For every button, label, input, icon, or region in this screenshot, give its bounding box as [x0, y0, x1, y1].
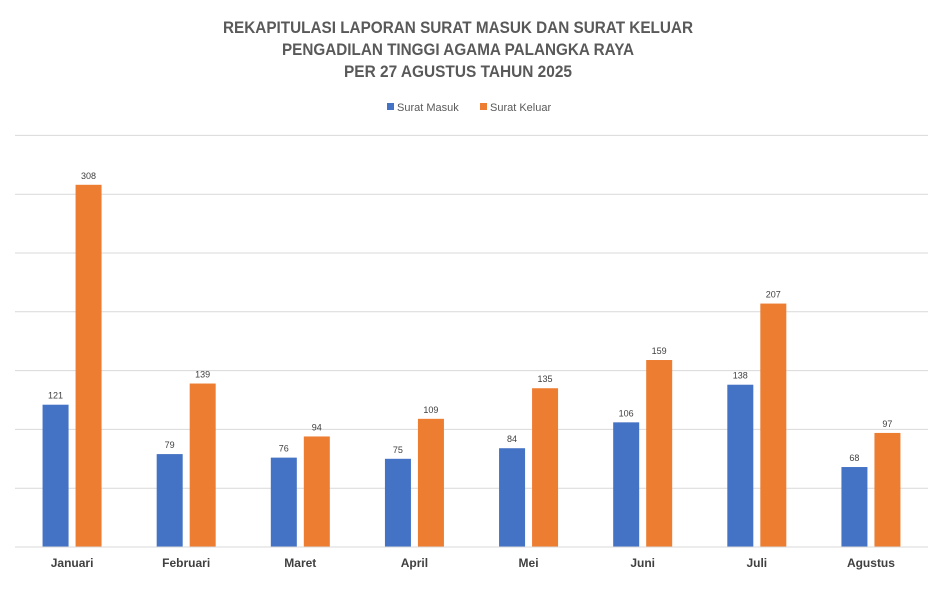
- bar-surat-keluar-mei: [532, 388, 559, 547]
- chart-legend: Surat Masuk Surat Keluar: [387, 102, 551, 114]
- x-tick-label-juni: Juni: [630, 556, 655, 570]
- chart-title: REKAPITULASI LAPORAN SURAT MASUK DAN SUR…: [223, 18, 693, 81]
- data-label-surat-keluar-februari: 139: [195, 370, 210, 380]
- chart-title-line-2: PENGADILAN TINGGI AGAMA PALANGKA RAYA: [282, 40, 634, 59]
- x-axis: Januari Februari Maret April Mei Juni Juli Agus…: [15, 546, 928, 570]
- legend-swatch-surat-masuk: [387, 103, 394, 110]
- bar-surat-masuk-maret: [270, 457, 297, 547]
- x-tick-label-mei: Mei: [519, 556, 539, 570]
- chart-title-line-3: PER 27 AGUSTUS TAHUN 2025: [344, 62, 572, 81]
- data-label-surat-keluar-juni: 159: [652, 346, 667, 356]
- data-label-surat-masuk-agustus: 68: [849, 453, 859, 463]
- x-tick-label-april: April: [401, 556, 428, 570]
- bar-surat-keluar-maret: [303, 436, 330, 547]
- data-label-surat-keluar-maret: 94: [312, 422, 322, 432]
- data-label-surat-masuk-juni: 106: [619, 408, 634, 418]
- data-labels: 121 308 79 139 76 94 75 109 84 135 106 159 138 207 68 9…: [48, 171, 892, 463]
- bar-surat-masuk-mei: [499, 448, 526, 547]
- legend-label-surat-keluar: Surat Keluar: [490, 102, 551, 114]
- bar-surat-keluar-agustus: [874, 432, 901, 547]
- bar-surat-keluar-juni: [646, 360, 673, 547]
- data-label-surat-keluar-april: 109: [423, 405, 438, 415]
- data-label-surat-masuk-mei: 84: [507, 434, 517, 444]
- data-label-surat-keluar-januari: 308: [81, 171, 96, 181]
- bar-surat-keluar-april: [417, 418, 444, 547]
- legend-label-surat-masuk: Surat Masuk: [397, 102, 459, 114]
- bar-surat-keluar-februari: [189, 383, 216, 547]
- chart-title-line-1: REKAPITULASI LAPORAN SURAT MASUK DAN SUR…: [223, 18, 693, 37]
- data-label-surat-keluar-agustus: 97: [882, 419, 892, 429]
- bar-surat-masuk-april: [384, 458, 411, 547]
- bar-surat-keluar-juli: [760, 303, 787, 547]
- bar-surat-keluar-januari: [75, 184, 102, 548]
- data-label-surat-masuk-april: 75: [393, 445, 403, 455]
- bar-surat-masuk-juni: [613, 422, 640, 547]
- data-label-surat-masuk-februari: 79: [165, 440, 175, 450]
- x-tick-label-januari: Januari: [51, 556, 94, 570]
- x-tick-label-februari: Februari: [162, 556, 210, 570]
- data-label-surat-masuk-januari: 121: [48, 391, 63, 401]
- gridlines: [15, 134, 928, 489]
- data-label-surat-masuk-juli: 138: [733, 371, 748, 381]
- x-tick-label-agustus: Agustus: [847, 556, 895, 570]
- bars: [42, 184, 901, 548]
- data-label-surat-keluar-mei: 135: [538, 374, 553, 384]
- bar-surat-masuk-juli: [727, 384, 754, 547]
- bar-surat-masuk-januari: [42, 404, 69, 547]
- x-tick-label-maret: Maret: [284, 556, 316, 570]
- bar-surat-masuk-februari: [156, 454, 183, 547]
- data-label-surat-masuk-maret: 76: [279, 444, 289, 454]
- bar-surat-masuk-agustus: [841, 467, 868, 547]
- data-label-surat-keluar-juli: 207: [766, 290, 781, 300]
- x-tick-label-juli: Juli: [746, 556, 767, 570]
- legend-swatch-surat-keluar: [480, 103, 487, 110]
